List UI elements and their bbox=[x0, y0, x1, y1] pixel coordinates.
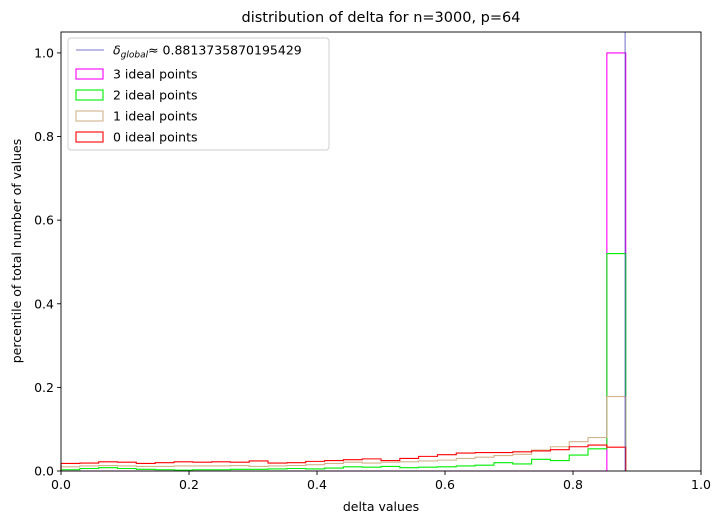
y-tick-label: 0.8 bbox=[34, 129, 54, 144]
axes-frame bbox=[60, 31, 702, 472]
legend-swatch-series-1 bbox=[75, 89, 104, 101]
y-tick-label: 0.6 bbox=[34, 213, 54, 228]
legend-label-series-1: 2 ideal points bbox=[113, 88, 198, 103]
y-tick-label: 0.2 bbox=[34, 380, 54, 395]
legend-box bbox=[67, 37, 330, 151]
y-axis-label: percentile of total number of values bbox=[9, 139, 24, 364]
series-3-outline bbox=[60, 444, 627, 471]
x-tick-label: 0.2 bbox=[179, 477, 199, 492]
y-tick-label: 0.4 bbox=[34, 296, 54, 311]
y-tick-label: 0.0 bbox=[34, 464, 54, 479]
x-axis-label: delta values bbox=[343, 499, 419, 514]
x-tick-label: 0.0 bbox=[51, 477, 71, 492]
x-tick-label: 1.0 bbox=[691, 477, 711, 492]
legend-label-series-2: 1 ideal points bbox=[113, 109, 198, 124]
x-tick-label: 0.4 bbox=[307, 477, 327, 492]
legend-label-series-3: 0 ideal points bbox=[113, 130, 198, 145]
legend-swatch-series-2 bbox=[75, 110, 104, 122]
x-tick-label: 0.8 bbox=[563, 477, 583, 492]
legend-swatch-series-0 bbox=[75, 68, 104, 80]
x-tick-label: 0.6 bbox=[435, 477, 455, 492]
legend-delta-subscript: global bbox=[121, 51, 149, 61]
chart-title: distribution of delta for n=3000, p=64 bbox=[242, 10, 521, 26]
legend: δglobal≈ 0.8813735870195429 3 ideal point… bbox=[67, 37, 330, 151]
legend-reference-line-label: δglobal≈ 0.8813735870195429 bbox=[113, 43, 302, 61]
y-tick-label: 1.0 bbox=[34, 45, 54, 60]
series-1-outline bbox=[60, 253, 627, 471]
legend-delta-symbol: δ bbox=[113, 43, 121, 58]
axes: 0.0 0.2 0.4 0.6 0.8 1.0 0.0 0.2 0.4 0.6 0.8 1.0 bbox=[34, 31, 711, 492]
legend-swatch-series-3 bbox=[75, 131, 104, 143]
legend-label-series-0: 3 ideal points bbox=[113, 67, 198, 82]
series-2-outline bbox=[60, 396, 627, 471]
legend-delta-value: ≈ 0.8813735870195429 bbox=[148, 43, 302, 58]
